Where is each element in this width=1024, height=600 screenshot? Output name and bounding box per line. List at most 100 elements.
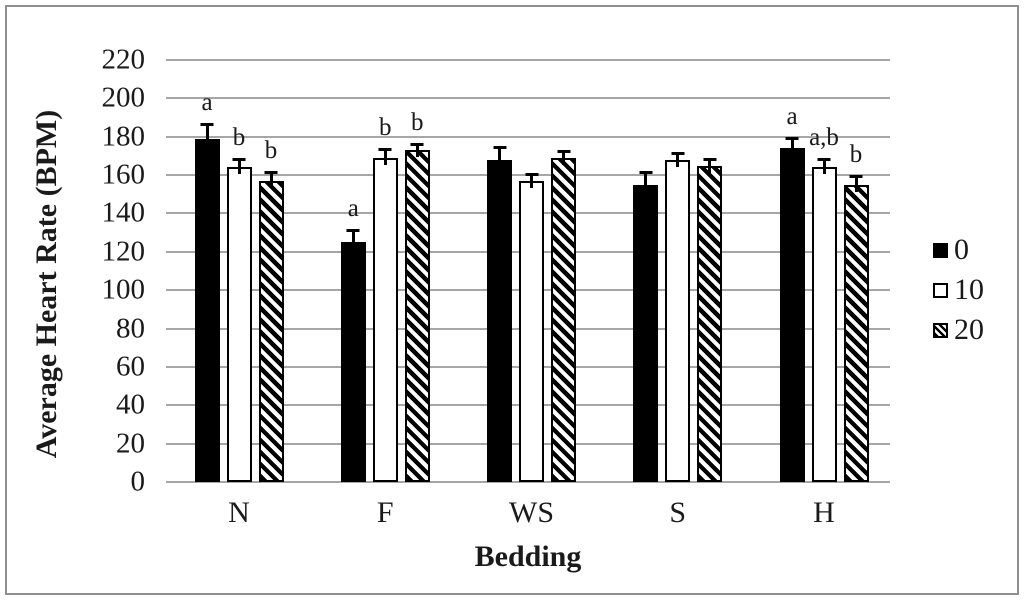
error-bar-stem: [790, 136, 794, 154]
bar-S-20: [697, 157, 723, 482]
error-bar: [849, 175, 863, 192]
bar-N-10: b: [226, 125, 252, 482]
error-bar: [557, 150, 570, 165]
error-bar: [410, 142, 424, 158]
bar-H-20: b: [843, 142, 869, 482]
x-category-label-H: H: [813, 496, 835, 529]
error-bar: [671, 152, 685, 167]
error-bar: [639, 171, 653, 190]
significance-letter: b: [232, 123, 246, 151]
error-bar-stem: [676, 152, 680, 167]
significance-letter: a,b: [809, 123, 839, 151]
error-bar-stem: [237, 157, 241, 175]
legend-label: 20: [954, 313, 984, 346]
x-category-label-N: N: [228, 496, 250, 529]
x-category-label-S: S: [669, 496, 687, 529]
error-bar: [525, 173, 538, 188]
error-bar-cap: [410, 142, 424, 146]
legend-swatch-white-outline-icon: [933, 282, 948, 298]
error-bar-stem: [383, 148, 387, 165]
x-axis-category-labels: N F WS S H: [166, 498, 890, 528]
error-bar-cap: [200, 123, 214, 127]
bar-N-20: b: [258, 138, 284, 482]
error-bar: [817, 157, 831, 175]
y-tick-label: 160: [101, 158, 146, 191]
significance-letter: a: [347, 194, 359, 222]
error-bar: [264, 171, 278, 188]
error-bar-cap: [703, 157, 717, 161]
error-bar: [703, 157, 717, 173]
error-bar: [200, 123, 214, 144]
significance-letter: b: [264, 137, 278, 165]
error-bar-cap: [671, 152, 685, 156]
error-bar-stem: [415, 142, 419, 158]
bar-WS-10: [519, 173, 544, 482]
significance-letter: b: [411, 108, 424, 136]
bar-F-0: a: [340, 196, 366, 482]
legend-label: 0: [954, 233, 969, 266]
bar-H-10: a,b: [809, 125, 839, 482]
y-tick-label: 60: [116, 350, 145, 383]
legend-item-0: 0: [933, 233, 984, 266]
significance-letter: a: [201, 89, 213, 117]
bar-S-0: [633, 171, 659, 482]
significance-letter: b: [849, 141, 863, 169]
error-bar-stem: [205, 123, 209, 144]
error-bar-cap: [639, 171, 653, 175]
error-bar-cap: [264, 171, 278, 175]
y-tick-label: 40: [116, 388, 145, 421]
error-bar: [232, 157, 246, 175]
gridline: [166, 135, 890, 138]
bar-N-0: a: [194, 90, 220, 482]
y-tick-label: 200: [101, 81, 146, 114]
bar-H-0: a: [779, 104, 805, 482]
y-tick-label: 120: [101, 235, 146, 268]
y-tick-label: 100: [101, 273, 146, 306]
bar-group-H: a a,b b: [776, 60, 872, 482]
error-bar-stem: [644, 171, 648, 190]
error-bar: [493, 146, 506, 165]
y-tick-label: 140: [101, 196, 146, 229]
x-category-label-F: F: [376, 496, 394, 529]
error-bar-stem: [530, 173, 533, 188]
error-bar-cap: [785, 136, 799, 140]
bar-F-20: b: [404, 110, 430, 482]
plot-area: a b b a b b a a,b b: [166, 59, 890, 483]
y-tick-label: 20: [116, 427, 145, 460]
error-bar-stem: [351, 228, 355, 248]
bar-WS-0: [487, 146, 512, 482]
gridline: [166, 481, 890, 483]
legend-label: 10: [954, 273, 984, 306]
legend-item-20: 20: [933, 313, 984, 346]
bar-group-WS: [484, 60, 580, 482]
legend: 0 10 20: [933, 233, 984, 346]
error-bar-cap: [849, 175, 863, 179]
legend-item-10: 10: [933, 273, 984, 306]
x-axis-title: Bedding: [474, 540, 582, 573]
error-bar-stem: [708, 157, 712, 173]
error-bar-stem: [562, 150, 565, 165]
bar-groups: a b b a b b a a,b b: [166, 60, 890, 482]
gridline: [166, 97, 890, 100]
error-bar-stem: [498, 146, 501, 165]
gridline: [166, 59, 890, 61]
bar-WS-20: [551, 150, 576, 482]
x-category-label-WS: WS: [509, 496, 554, 529]
y-tick-label: 80: [116, 312, 145, 345]
bar-S-10: [665, 152, 691, 482]
error-bar: [346, 228, 360, 248]
error-bar: [378, 148, 392, 165]
y-axis-tick-labels: 0 20 40 60 80 100 120 140 160 180 200 220: [0, 45, 146, 496]
bar-F-10: b: [372, 115, 398, 482]
bar-group-S: [630, 60, 726, 482]
error-bar-cap: [493, 146, 506, 150]
error-bar-cap: [817, 157, 831, 161]
y-tick-label: 180: [101, 120, 146, 153]
y-tick-label: 0: [130, 465, 146, 498]
significance-letter: a: [786, 102, 798, 130]
error-bar-cap: [232, 157, 246, 161]
error-bar-stem: [822, 157, 826, 175]
